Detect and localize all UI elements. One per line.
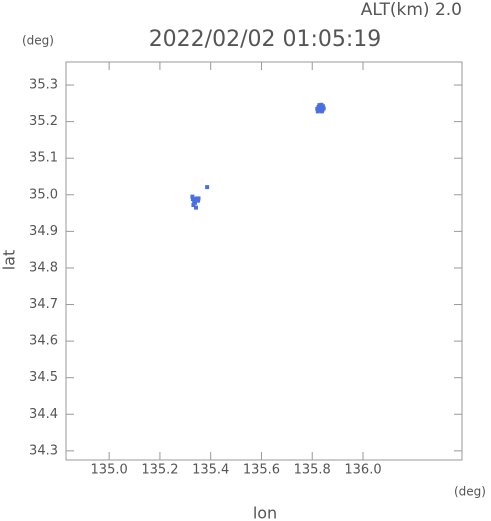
- point: [321, 106, 326, 111]
- plot-frame: [65, 61, 463, 461]
- y-tick-label: 34.8: [29, 260, 58, 275]
- y-tick-label: 34.9: [29, 224, 58, 239]
- point: [205, 185, 210, 190]
- point: [196, 198, 200, 203]
- x-tick-label: 136.0: [344, 463, 381, 478]
- y-tick-label: 34.6: [29, 334, 58, 349]
- chart-subtitle: ALT(km) 2.0: [361, 0, 462, 20]
- point: [190, 194, 195, 199]
- x-tick-label: 135.6: [243, 463, 280, 478]
- y-tick-label: 35.3: [29, 78, 58, 93]
- point: [193, 205, 198, 210]
- y-tick-label: 35.0: [29, 187, 58, 202]
- y-unit: (deg): [22, 34, 54, 48]
- y-tick-label: 34.4: [29, 407, 58, 422]
- y-axis-label: lat: [0, 250, 19, 271]
- chart-title: 2022/02/02 01:05:19: [149, 27, 382, 52]
- x-tick-label: 135.2: [141, 463, 178, 478]
- point: [196, 196, 201, 201]
- y-tick-label: 35.1: [29, 151, 58, 166]
- x-tick-label: 135.8: [294, 463, 331, 478]
- point: [317, 103, 322, 108]
- point: [316, 107, 321, 112]
- x-tick-label: 135.0: [91, 463, 128, 478]
- point: [319, 102, 324, 107]
- point: [192, 200, 197, 205]
- point: [191, 203, 196, 208]
- y-tick-label: 34.5: [29, 370, 58, 385]
- point: [190, 197, 195, 202]
- y-tick-label: 35.2: [29, 114, 58, 129]
- y-tick-label: 34.7: [29, 297, 58, 312]
- x-tick-label: 135.4: [192, 463, 229, 478]
- x-unit: (deg): [454, 485, 486, 499]
- x-axis-label: lon: [253, 504, 277, 521]
- y-tick-label: 34.3: [29, 443, 58, 458]
